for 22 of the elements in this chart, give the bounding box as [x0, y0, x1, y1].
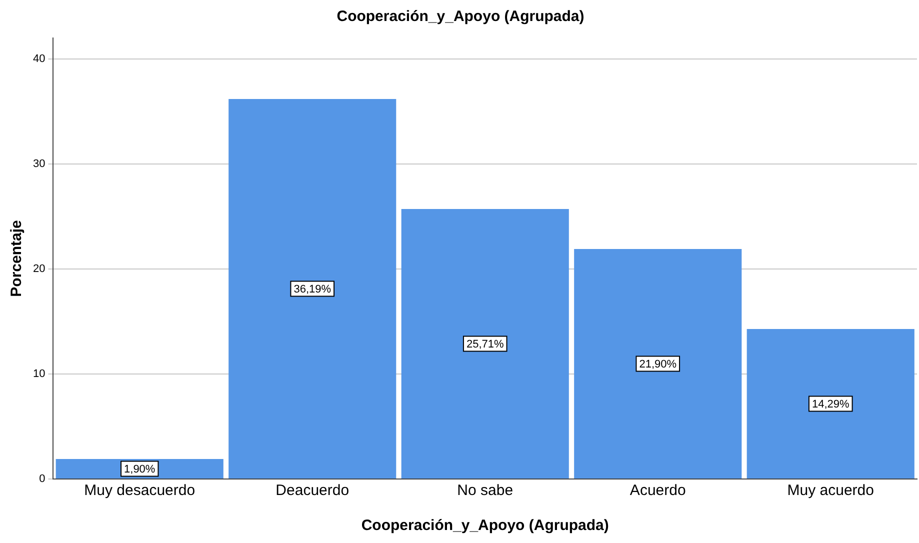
y-tick-label: 20: [32, 263, 46, 276]
data-label: 36,19%: [294, 283, 332, 296]
data-label: 1,90%: [124, 463, 156, 476]
y-tick-label: 30: [32, 158, 46, 170]
y-tick-label: 0: [39, 473, 46, 486]
y-tick-label: 40: [32, 53, 46, 66]
bar: [401, 209, 569, 478]
x-tick-label: Muy desacuerdo: [84, 482, 196, 500]
x-axis-title: Cooperación_y_Apoyo (Agrupada): [361, 517, 609, 534]
data-label: 21,90%: [639, 358, 677, 370]
x-tick-label: Muy acuerdo: [787, 482, 874, 500]
x-tick-label: No sabe: [457, 482, 514, 500]
x-tick-label: Acuerdo: [630, 482, 686, 500]
chart-title: Cooperación_y_Apoyo (Agrupada): [336, 8, 584, 26]
data-label: 25,71%: [466, 338, 504, 350]
bar: [746, 328, 914, 478]
bar: [228, 99, 396, 478]
y-tick-label: 10: [32, 368, 46, 380]
bar: [574, 249, 742, 478]
y-axis-title: Porcentaje: [8, 220, 26, 297]
data-label: 14,29%: [812, 398, 850, 410]
x-tick-label: Deacuerdo: [276, 482, 350, 500]
